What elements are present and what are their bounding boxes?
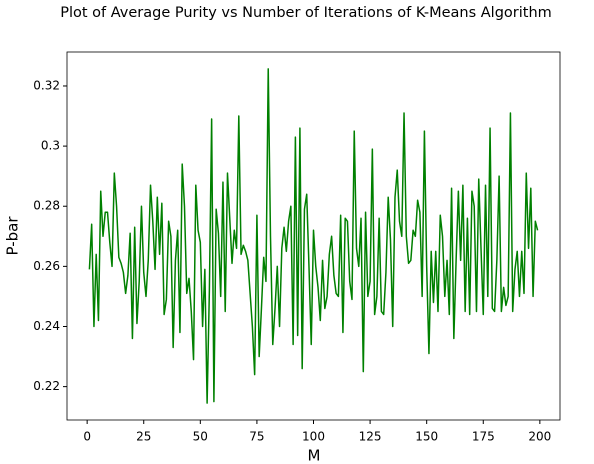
x-axis-label: M [308,447,321,464]
x-tick-label: 75 [249,430,264,444]
chart-title: Plot of Average Purity vs Number of Iter… [60,5,552,21]
y-tick-label: 0.28 [33,199,60,213]
y-tick-label: 0.3 [41,139,60,153]
y-axis-label: P-bar [4,216,22,256]
x-tick-label: 175 [472,430,495,444]
x-tick-label: 25 [136,430,151,444]
plot-frame [66,51,561,421]
x-tick-label: 50 [193,430,208,444]
x-tick-label: 125 [359,430,382,444]
x-tick-label: 150 [415,430,438,444]
y-tick-label: 0.22 [33,379,60,393]
data-line [88,68,539,404]
x-tick-label: 200 [528,430,551,444]
y-tick-label: 0.32 [33,78,60,92]
y-tick-label: 0.26 [33,259,60,273]
x-tick-label: 0 [83,430,91,444]
x-tick-label: 100 [302,430,325,444]
y-tick-label: 0.24 [33,319,60,333]
